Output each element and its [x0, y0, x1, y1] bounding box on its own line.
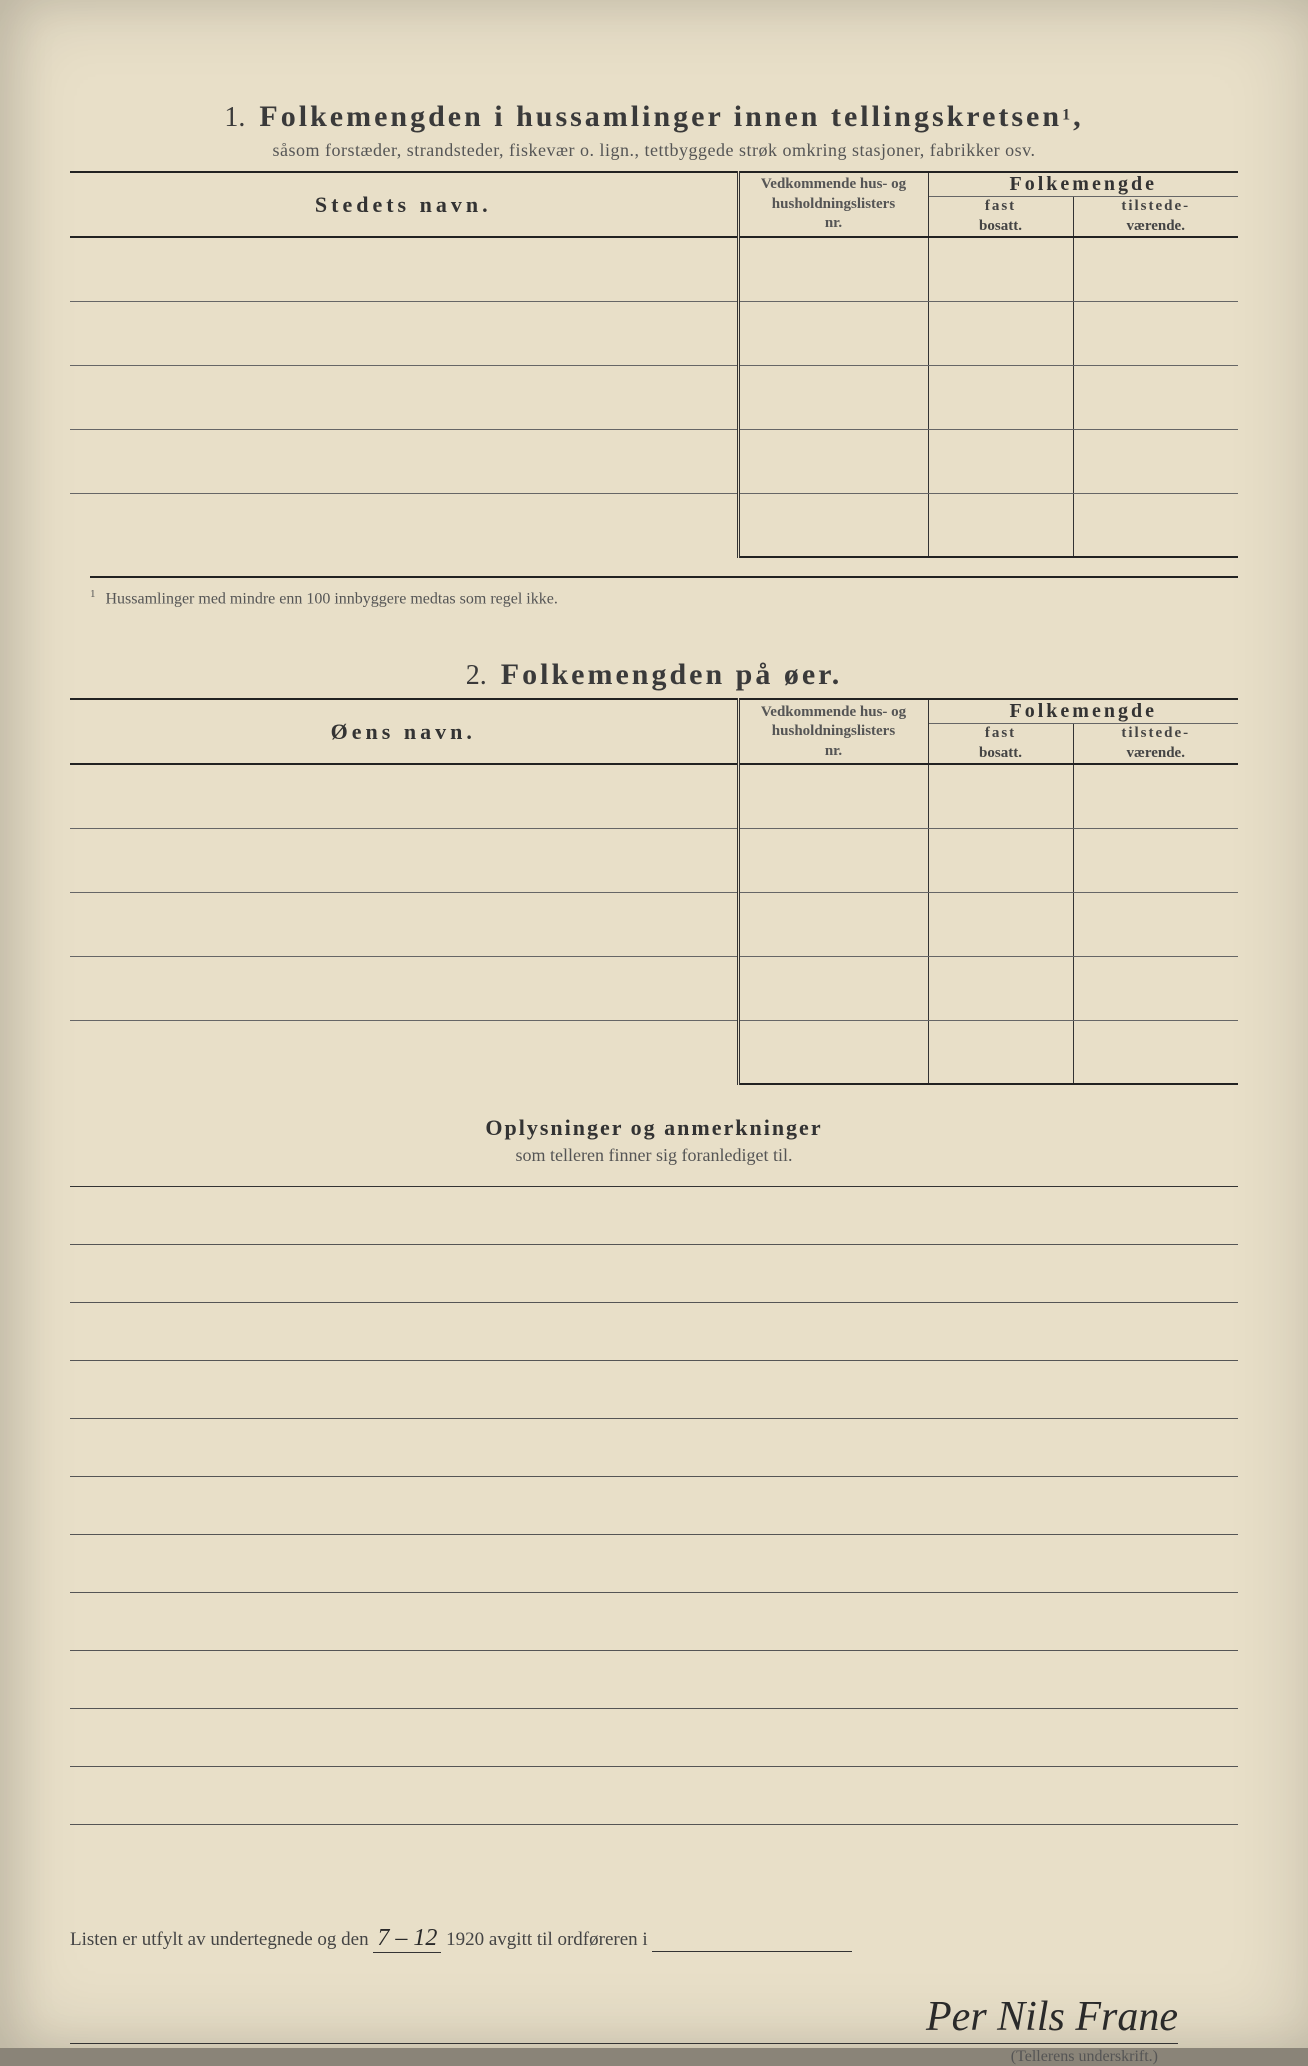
table-row [70, 956, 1238, 1020]
note-line [70, 1245, 1238, 1303]
section3-subtitle: som telleren finner sig foranlediget til… [70, 1145, 1238, 1166]
table-row [70, 828, 1238, 892]
table-row [70, 1020, 1238, 1084]
col-tilstede: tilstede- værende. [1073, 197, 1238, 238]
section1-number: 1. [224, 102, 245, 133]
section3-header: Oplysninger og anmerkninger som telleren… [70, 1115, 1238, 1166]
sig-mid: avgitt til ordføreren i [489, 1929, 648, 1950]
section2-table: Øens navn. Vedkommende hus- og husholdni… [70, 698, 1238, 1085]
col-nr: Vedkommende hus- og husholdningslisters … [738, 172, 928, 237]
section1-heading: Folkemengden i hussamlinger innen tellin… [259, 100, 1062, 133]
note-line [70, 1303, 1238, 1361]
section2-number: 2. [466, 660, 487, 691]
col-folkemengde: Folkemengde [928, 172, 1238, 197]
signature-name: Per Nils Frane [70, 1993, 1178, 2044]
section3-title: Oplysninger og anmerkninger [70, 1115, 1238, 1141]
sig-date: 7 – 12 [373, 1925, 441, 1953]
section1-table: Stedets navn. Vedkommende hus- og hushol… [70, 171, 1238, 558]
sig-place-blank [652, 1929, 852, 1952]
col-folkemengde2: Folkemengde [928, 699, 1238, 724]
note-line [70, 1651, 1238, 1709]
section2-title: 2. Folkemengden på øer. [70, 658, 1238, 692]
section1-subtitle: såsom forstæder, strandsteder, fiskevær … [70, 140, 1238, 161]
col-tilstede2: tilstede- værende. [1073, 724, 1238, 765]
note-line [70, 1477, 1238, 1535]
section1-footnote: 1 Hussamlinger med mindre enn 100 innbyg… [90, 576, 1238, 608]
col-stedets-navn: Stedets navn. [70, 172, 738, 237]
col-fast: fast bosatt. [928, 197, 1073, 238]
table-row [70, 365, 1238, 429]
note-line [70, 1535, 1238, 1593]
notes-lines [70, 1186, 1238, 1825]
note-line [70, 1419, 1238, 1477]
document-page: 1. Folkemengden i hussamlinger innen tel… [0, 0, 1308, 2048]
section1-sup: 1 [1062, 107, 1073, 124]
table-row [70, 892, 1238, 956]
note-line [70, 1187, 1238, 1245]
section1-title: 1. Folkemengden i hussamlinger innen tel… [70, 100, 1238, 134]
col-fast2: fast bosatt. [928, 724, 1073, 765]
note-line [70, 1361, 1238, 1419]
col-oens-navn: Øens navn. [70, 699, 738, 764]
note-line [70, 1709, 1238, 1767]
sig-year: 1920 [446, 1929, 484, 1950]
col-nr2: Vedkommende hus- og husholdningslisters … [738, 699, 928, 764]
note-line [70, 1767, 1238, 1825]
table-row [70, 237, 1238, 301]
table-row [70, 301, 1238, 365]
signature-caption: (Tellerens underskrift.) [70, 2048, 1158, 2066]
table-row [70, 764, 1238, 828]
sig-prefix: Listen er utfylt av undertegnede og den [70, 1929, 369, 1950]
section2-heading: Folkemengden på øer. [501, 658, 842, 691]
table-row [70, 429, 1238, 493]
note-line [70, 1593, 1238, 1651]
signature-block: Listen er utfylt av undertegnede og den … [70, 1925, 1238, 1953]
table-row [70, 493, 1238, 557]
